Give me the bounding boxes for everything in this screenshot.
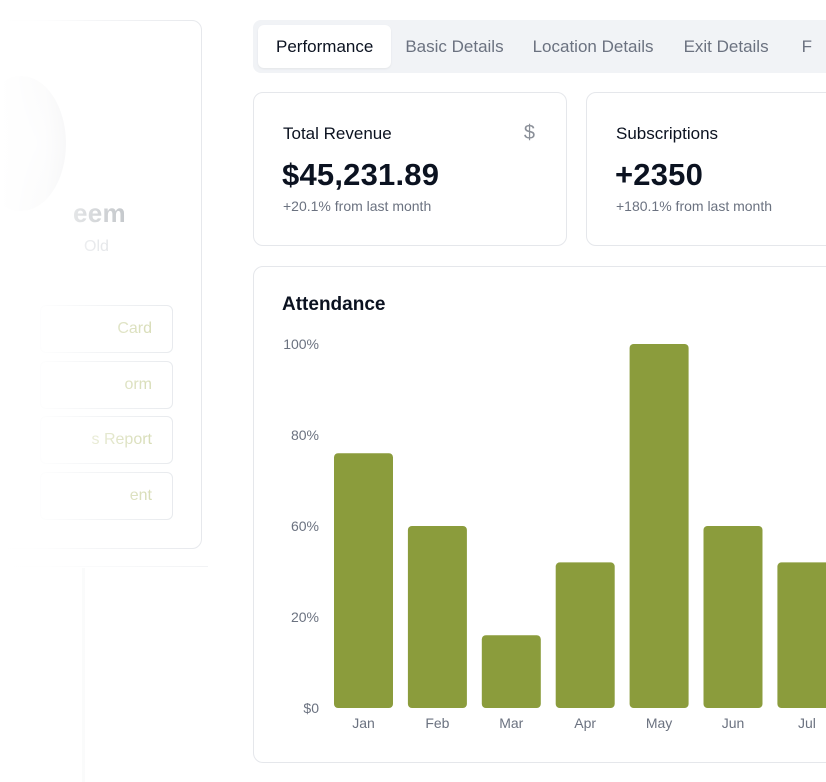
- revenue-delta: +20.1% from last month: [283, 198, 432, 214]
- x-tick-label: Mar: [499, 715, 523, 731]
- subscriptions-card: Subscriptions +2350 +180.1% from last mo…: [586, 92, 826, 246]
- revenue-title: Total Revenue: [283, 124, 392, 143]
- revenue-card: Total Revenue $ $45,231.89 +20.1% from l…: [253, 92, 567, 246]
- chart-title: Attendance: [282, 294, 386, 315]
- tab-more[interactable]: F: [801, 36, 812, 56]
- divider: [0, 566, 208, 567]
- y-tick-label: 20%: [291, 609, 319, 625]
- profile-button-report[interactable]: s Report: [40, 416, 173, 464]
- profile-card: [0, 20, 202, 549]
- attendance-card: Attendance $0 20% 60% 80% 100% Jan Feb Mar Apr Ma…: [253, 266, 826, 763]
- avatar: [0, 76, 66, 211]
- bar-mar[interactable]: [481, 635, 541, 708]
- profile-name: eem: [73, 198, 126, 228]
- x-tick-label: May: [646, 715, 672, 731]
- tab-performance[interactable]: Performance: [258, 25, 392, 68]
- y-tick-label: 60%: [291, 518, 319, 534]
- revenue-value: $45,231.89: [282, 157, 440, 192]
- x-tick-label: Apr: [574, 715, 596, 731]
- profile-button-document[interactable]: ent: [40, 472, 173, 520]
- bar-apr[interactable]: [555, 562, 615, 708]
- profile-button-form[interactable]: orm: [40, 361, 173, 409]
- x-tick-label: Feb: [425, 715, 449, 731]
- attendance-chart: $0 20% 60% 80% 100% Jan Feb Mar Apr May Jun Jul: [283, 336, 826, 731]
- divider: [82, 568, 85, 782]
- subscriptions-title: Subscriptions: [616, 124, 719, 143]
- subscriptions-value: +2350: [615, 157, 704, 192]
- tab-location-details[interactable]: Location Details: [532, 36, 654, 56]
- profile-button-card[interactable]: Card: [40, 305, 173, 353]
- bar-jun[interactable]: [703, 526, 763, 708]
- y-tick-label: 100%: [283, 336, 319, 352]
- y-tick-label: $0: [303, 700, 319, 716]
- bar-may[interactable]: [629, 344, 689, 708]
- tab-exit-details[interactable]: Exit Details: [683, 36, 769, 56]
- bar-jul[interactable]: [777, 562, 826, 708]
- y-tick-label: 80%: [291, 427, 319, 443]
- x-tick-label: Jul: [798, 715, 816, 731]
- subscriptions-delta: +180.1% from last month: [616, 198, 773, 214]
- dollar-icon: $: [523, 122, 535, 144]
- x-tick-label: Jan: [352, 715, 375, 731]
- tab-basic-details[interactable]: Basic Details: [405, 36, 504, 56]
- profile-subtitle: Old: [84, 238, 109, 255]
- x-tick-label: Jun: [722, 715, 745, 731]
- bar-feb[interactable]: [407, 526, 467, 708]
- bar-jan[interactable]: [334, 453, 393, 708]
- tab-bar: Performance Basic Details Location Detai…: [253, 20, 826, 73]
